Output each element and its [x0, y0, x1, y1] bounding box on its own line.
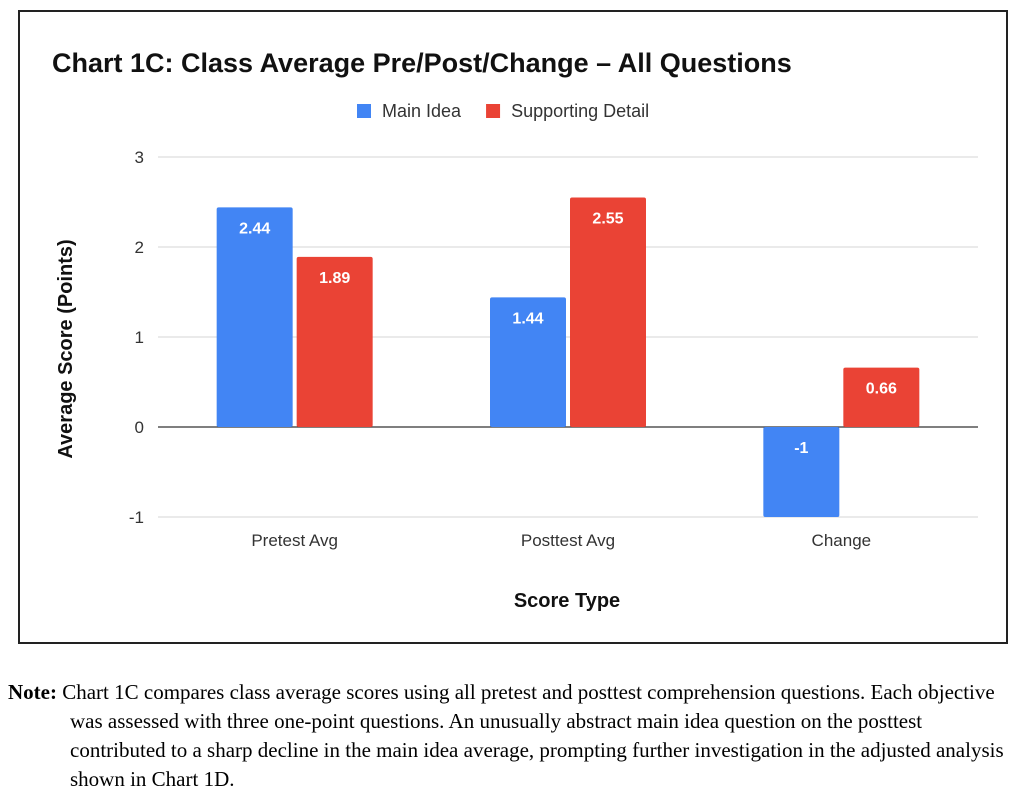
chart-frame: Chart 1C: Class Average Pre/Post/Change …: [18, 10, 1008, 644]
bar-main-idea: [216, 207, 293, 427]
bar-value-label: 0.66: [866, 381, 897, 398]
x-axis-title: Score Type: [514, 590, 620, 612]
bar-value-label: -1: [794, 440, 808, 457]
legend-label-0: Main Idea: [382, 101, 462, 121]
bar-value-label: 2.44: [239, 220, 270, 237]
bar-value-label: 1.44: [512, 310, 543, 327]
x-tick-label: Posttest Avg: [521, 531, 615, 550]
legend-swatch-0: [357, 104, 371, 118]
chart: Chart 1C: Class Average Pre/Post/Change …: [52, 48, 978, 612]
y-tick-label: 1: [135, 328, 144, 347]
y-tick-label: 3: [135, 148, 144, 167]
x-tick-label: Change: [812, 531, 872, 550]
bar-value-label: 2.55: [592, 211, 623, 228]
y-tick-label: 2: [135, 238, 144, 257]
chart-title: Chart 1C: Class Average Pre/Post/Change …: [52, 48, 792, 78]
note-text: Chart 1C compares class average scores u…: [62, 680, 1004, 791]
y-tick-label: 0: [135, 418, 144, 437]
bar-main-idea: [490, 297, 566, 427]
chart-note: Note: Chart 1C compares class average sc…: [8, 678, 1013, 794]
bar-supporting-detail: [296, 256, 373, 427]
x-tick-label: Pretest Avg: [251, 531, 338, 550]
legend-label-1: Supporting Detail: [511, 101, 649, 121]
legend-swatch-1: [486, 104, 501, 118]
bar-value-label: 1.89: [319, 270, 350, 287]
y-axis-title: Average Score (Points): [55, 239, 77, 458]
y-tick-label: -1: [129, 508, 144, 527]
note-label: Note:: [8, 680, 57, 704]
bar-main-idea: [763, 427, 840, 517]
bar-supporting-detail: [843, 367, 920, 427]
bar-supporting-detail: [570, 197, 646, 427]
